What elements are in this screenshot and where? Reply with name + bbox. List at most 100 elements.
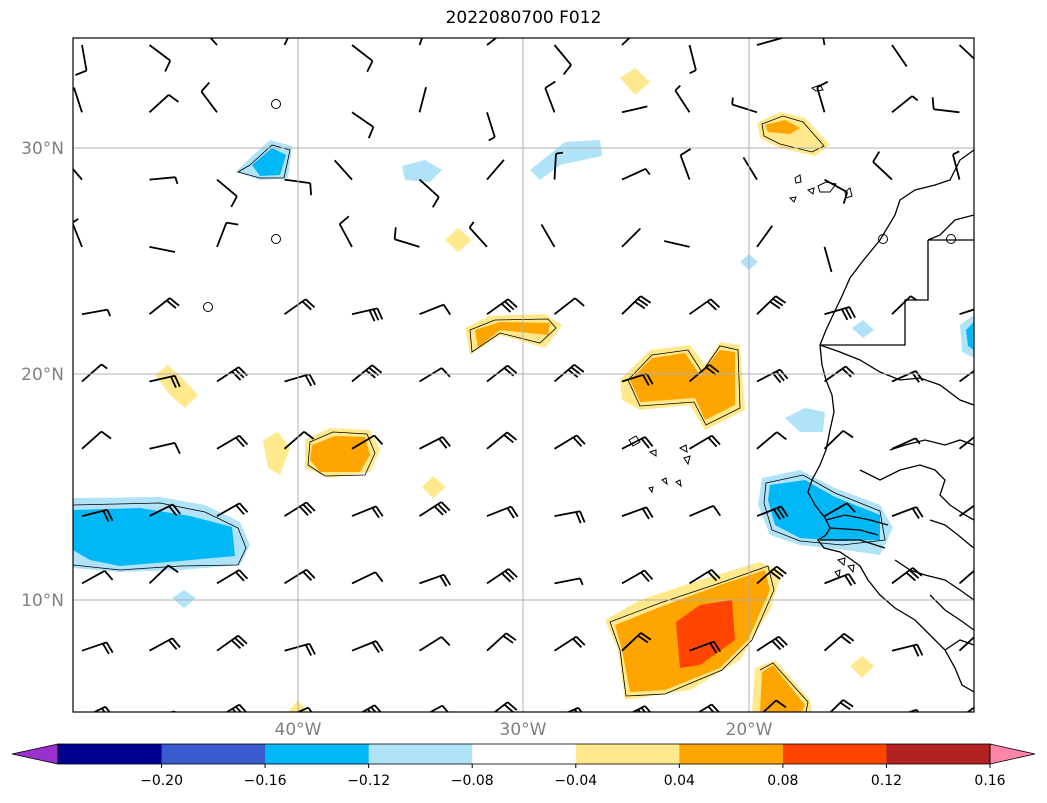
wind-barb-feather (634, 300, 646, 310)
negative-anomaly-region (402, 160, 442, 182)
wind-barb-feather (562, 64, 572, 75)
wind-barb-shaft (823, 430, 844, 450)
wind-barb-shaft (283, 431, 305, 450)
wind-barb-feather (501, 303, 512, 313)
wind-barb-feather (226, 221, 239, 226)
wind-barb-feather (238, 569, 249, 580)
wind-barb-shaft (284, 568, 307, 585)
wind-barb-shaft (468, 227, 488, 248)
wind-barb-feather (167, 564, 179, 573)
wind-barb-shaft (333, 159, 353, 181)
wind-barb-feather (572, 436, 583, 447)
wind-barb-feather (576, 434, 586, 445)
wind-barb-feather (637, 298, 649, 307)
wind-barb-feather (842, 699, 854, 708)
wind-barb-feather (848, 306, 856, 319)
gridlines (73, 38, 974, 712)
wind-barb-shaft (553, 44, 572, 66)
wind-barb-feather (706, 300, 717, 311)
bijagos-islands (834, 557, 855, 579)
colorbar-swatch (679, 744, 784, 764)
wind-barb-shaft (351, 505, 377, 517)
wind-barb-shaft (689, 504, 714, 517)
wind-barb-shaft (419, 573, 445, 585)
wind-barb-feather (710, 298, 721, 309)
positive-anomaly-region (850, 656, 874, 678)
wind-barb-feather (506, 364, 518, 375)
wind-barb-feather (570, 366, 582, 376)
wind-barb-shaft (824, 178, 848, 193)
wind-barb-shaft (148, 297, 171, 315)
wind-barb-feather (375, 505, 384, 517)
wind-barb-shaft (756, 431, 778, 450)
wind-barb-feather (100, 430, 112, 440)
wind-barb-feather (302, 571, 313, 581)
wind-barb-shaft (148, 564, 169, 585)
wind-barb-feather (555, 151, 564, 155)
wind-barb-shaft (689, 434, 713, 450)
wind-barb-feather (842, 191, 849, 204)
wind-barb-shaft (824, 573, 850, 585)
wind-barb-shaft (486, 298, 509, 315)
wind-barb-feather (713, 641, 722, 653)
wind-barb-shaft (544, 87, 556, 113)
wind-barb-shaft (621, 105, 648, 114)
map-frame (72, 37, 975, 713)
wind-barb-feather (843, 632, 855, 642)
wind-barb-feather (368, 309, 376, 322)
wind-barb-feather (468, 221, 475, 229)
wind-barb-feather (641, 27, 647, 31)
wind-barb-shaft (486, 505, 512, 517)
negative-anomaly-region (172, 590, 196, 608)
colorbar-tick-label: −0.16 (244, 773, 287, 789)
wind-barb-feather (170, 376, 177, 388)
wind-barb-shaft (872, 161, 893, 181)
wind-barb-feather (980, 307, 986, 317)
wind-barb-feather (981, 366, 990, 374)
wind-barb-feather (339, 215, 350, 225)
wind-barb-shaft (351, 640, 377, 652)
wind-barb-shaft (486, 159, 505, 181)
wind-barb-feather (439, 575, 448, 587)
lon-axis-labels: 40°W 30°W 20°W (275, 720, 773, 740)
wind-barb-shaft (81, 641, 107, 652)
colorbar-swatch (472, 744, 577, 764)
wind-barb-feather (981, 501, 990, 509)
wind-barb-shaft (148, 94, 170, 113)
wind-barb-feather (504, 570, 515, 581)
wind-barb-feather (915, 437, 921, 445)
wind-barb-feather (816, 80, 829, 89)
colorbar-ticks: −0.20 −0.16 −0.12 −0.08 −0.04 0.04 0.08 0.12 0.1… (140, 764, 1006, 789)
madeira-island (810, 84, 824, 92)
wind-barb-shaft (200, 90, 218, 113)
wind-barb-feather (174, 176, 179, 185)
canary-islands (788, 174, 853, 203)
wind-barb-feather (238, 704, 248, 712)
wind-barb-feather (637, 634, 649, 644)
wind-barb-feather (507, 701, 518, 711)
wind-barb-shaft (697, 703, 713, 712)
wind-barb-feather (168, 639, 178, 650)
wind-barb-shaft (486, 112, 496, 138)
wind-barb-feather (646, 373, 654, 385)
wind-barb-feather (705, 366, 717, 376)
wind-barb-shaft (216, 434, 240, 450)
wind-barb-shaft (554, 510, 581, 517)
country-border (819, 344, 974, 406)
wind-barb-shaft (81, 363, 103, 383)
wind-barb-feather (710, 569, 721, 580)
wind-barb-feather (171, 637, 181, 648)
wind-barb-feather (105, 641, 114, 654)
wind-barb-shaft (81, 44, 88, 71)
cape-verde-islands (628, 435, 691, 494)
wind-barb-feather (773, 568, 784, 578)
calm-wind-marker (878, 234, 888, 244)
colorbar-swatch (886, 744, 991, 764)
wind-barb-feather (952, 150, 960, 156)
positive-anomaly-region (445, 228, 472, 252)
wind-barb-shaft (493, 701, 509, 712)
wind-barb-feather (911, 507, 920, 520)
wind-barb-shaft (553, 297, 576, 315)
wind-barb-feather (173, 710, 176, 712)
